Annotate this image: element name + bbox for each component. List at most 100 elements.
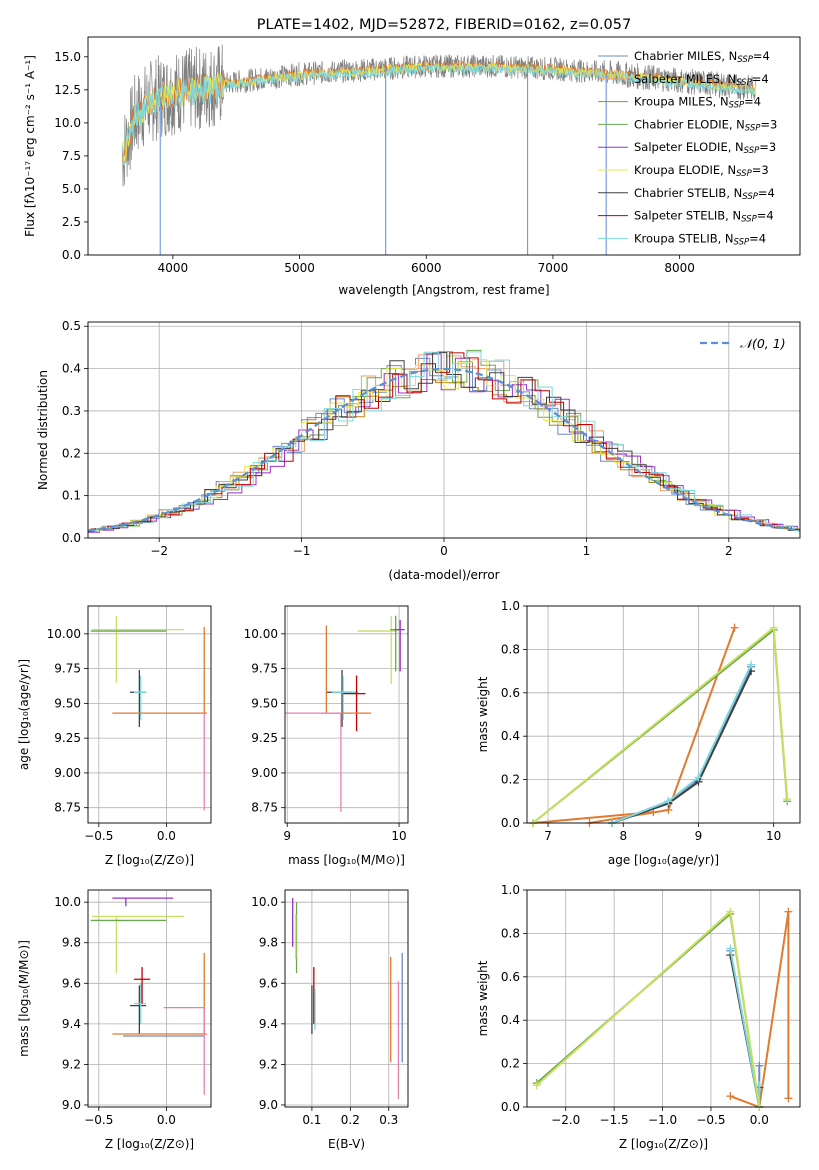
x-tick-label: −0.5 bbox=[84, 829, 113, 843]
legend-entry: Salpeter ELODIE, NSSP=3 bbox=[634, 140, 776, 156]
x-tick-label: 8000 bbox=[664, 261, 695, 275]
y-tick-label: 0.2 bbox=[501, 1057, 520, 1071]
x-tick-label: 4000 bbox=[158, 261, 189, 275]
y-tick-label: 0.6 bbox=[501, 970, 520, 984]
y-tick-label: 9.4 bbox=[62, 1017, 81, 1031]
series-line bbox=[532, 627, 789, 824]
x-tick-label: 9 bbox=[283, 829, 291, 843]
x-axis-label: mass [log₁₀(M/M⊙)] bbox=[288, 853, 405, 867]
mass-weight-series bbox=[532, 907, 793, 1111]
y-tick-label: 9.00 bbox=[54, 766, 81, 780]
y-tick-label: 0.0 bbox=[501, 816, 520, 830]
y-tick-label: 8.75 bbox=[54, 801, 81, 815]
y-tick-label: 9.50 bbox=[54, 696, 81, 710]
panel-8: −2.0 −1.5 −1.0 −0.5 0.0 0.0 0.2 0.4 0.6 0.8 1.0 Z [… bbox=[476, 883, 801, 1151]
x-tick-label: −2.0 bbox=[551, 1113, 580, 1127]
axes-frame bbox=[284, 605, 409, 824]
x-axis-label: E(B-V) bbox=[328, 1137, 365, 1151]
series-line bbox=[536, 909, 761, 1108]
histograms bbox=[88, 349, 800, 533]
y-tick-label: 0.6 bbox=[501, 686, 520, 700]
y-axis-label: mass [log₁₀(M/M⊙)] bbox=[17, 940, 31, 1057]
x-tick-label: 7000 bbox=[538, 261, 569, 275]
panel-1: 4000 5000 6000 7000 8000 0.0 2.5 5.0 7.5 10.0 12.5… bbox=[23, 17, 801, 297]
x-tick-label: −0.5 bbox=[84, 1113, 113, 1127]
y-tick-label: 0.4 bbox=[62, 362, 81, 376]
model-spectrum bbox=[121, 63, 756, 167]
y-tick-label: 0.2 bbox=[62, 446, 81, 460]
y-tick-label: 9.8 bbox=[259, 936, 278, 950]
y-axis-label: mass weight bbox=[476, 960, 490, 1036]
axes-frame bbox=[87, 605, 212, 824]
y-tick-label: 9.0 bbox=[62, 1098, 81, 1112]
x-tick-label: 0.0 bbox=[157, 1113, 176, 1127]
x-tick-label: 8 bbox=[619, 829, 627, 843]
y-tick-label: 9.2 bbox=[62, 1057, 81, 1071]
error-bars bbox=[90, 897, 207, 1095]
y-tick-label: 9.0 bbox=[259, 1098, 278, 1112]
series-line bbox=[611, 664, 753, 824]
y-tick-label: 9.6 bbox=[62, 976, 81, 990]
y-tick-label: 0.2 bbox=[501, 773, 520, 787]
y-tick-label: 5.0 bbox=[62, 182, 81, 196]
x-tick-label: −1 bbox=[293, 544, 311, 558]
x-tick-label: 7 bbox=[544, 829, 552, 843]
x-tick-label: 10 bbox=[391, 829, 406, 843]
x-tick-label: 1 bbox=[583, 544, 591, 558]
x-tick-label: 0.2 bbox=[341, 1113, 360, 1127]
axes-frame bbox=[87, 889, 212, 1108]
axes-frame bbox=[526, 889, 801, 1108]
legend-entry: 𝒩(0, 1) bbox=[740, 336, 786, 351]
y-tick-label: 0.5 bbox=[62, 319, 81, 333]
error-bars bbox=[292, 898, 403, 1099]
x-tick-label: −0.5 bbox=[696, 1113, 725, 1127]
y-tick-label: 10.00 bbox=[244, 627, 278, 641]
y-tick-label: 10.0 bbox=[251, 895, 278, 909]
y-tick-label: 9.6 bbox=[259, 976, 278, 990]
x-tick-label: 2 bbox=[725, 544, 733, 558]
histogram-series bbox=[88, 352, 800, 532]
legend-entry: Chabrier ELODIE, NSSP=3 bbox=[634, 117, 777, 133]
series-line bbox=[532, 625, 789, 824]
y-tick-label: 15.0 bbox=[54, 50, 81, 64]
y-axis-label: age [log₁₀(age/yr)] bbox=[17, 659, 31, 770]
y-tick-label: 7.5 bbox=[62, 149, 81, 163]
y-tick-label: 0.0 bbox=[501, 1100, 520, 1114]
series-line bbox=[536, 911, 761, 1108]
x-axis-label: wavelength [Angstrom, rest frame] bbox=[338, 283, 549, 297]
y-tick-label: 9.00 bbox=[251, 766, 278, 780]
error-bars bbox=[90, 615, 207, 811]
x-axis-label: (data-model)/error bbox=[388, 568, 499, 582]
y-tick-label: 0.8 bbox=[501, 642, 520, 656]
panel-6: −0.5 0.0 9.0 9.2 9.4 9.6 9.8 10.0 Z [log₁₀(Z/Z⊙)… bbox=[17, 889, 212, 1151]
panel-3: −0.5 0.0 8.75 9.00 9.25 9.50 9.75 10.00 Z [log₁₀… bbox=[17, 605, 212, 867]
legend-entry: Chabrier MILES, NSSP=4 bbox=[634, 49, 770, 65]
x-axis-label: Z [log₁₀(Z/Z⊙)] bbox=[105, 853, 194, 867]
y-tick-label: 0.3 bbox=[62, 404, 81, 418]
y-tick-label: 10.0 bbox=[54, 116, 81, 130]
x-tick-label: −1.5 bbox=[600, 1113, 629, 1127]
x-tick-label: 9 bbox=[695, 829, 703, 843]
x-axis-label: age [log₁₀(age/yr)] bbox=[608, 853, 719, 867]
y-tick-label: 0.1 bbox=[62, 489, 81, 503]
legend-entry: Chabrier STELIB, NSSP=4 bbox=[634, 186, 775, 202]
x-tick-label: 0.3 bbox=[379, 1113, 398, 1127]
legend-entry: Salpeter MILES, NSSP=4 bbox=[634, 72, 769, 88]
y-tick-label: 10.00 bbox=[47, 627, 81, 641]
y-tick-label: 2.5 bbox=[62, 215, 81, 229]
y-tick-label: 9.25 bbox=[251, 731, 278, 745]
series-line bbox=[729, 911, 790, 1109]
panel-7: 0.1 0.2 0.3 9.0 9.2 9.4 9.6 9.8 10.0 E(B-V) bbox=[251, 889, 409, 1151]
y-tick-label: 8.75 bbox=[251, 801, 278, 815]
legend-entry: Kroupa MILES, NSSP=4 bbox=[634, 95, 761, 111]
legend-entry: Kroupa STELIB, NSSP=4 bbox=[634, 231, 766, 247]
axes-frame bbox=[526, 605, 801, 824]
x-tick-label: 0 bbox=[440, 544, 448, 558]
series-line bbox=[589, 627, 736, 824]
y-axis-label: mass weight bbox=[476, 676, 490, 752]
chart-title: PLATE=1402, MJD=52872, FIBERID=0162, z=0… bbox=[257, 17, 631, 33]
panel-4: 9 10 8.75 9.00 9.25 9.50 9.75 10.00 mass [log₁₀(… bbox=[244, 605, 409, 867]
legend-entry: Kroupa ELODIE, NSSP=3 bbox=[634, 163, 769, 179]
series-line bbox=[611, 670, 753, 824]
axes-frame bbox=[284, 889, 409, 1108]
